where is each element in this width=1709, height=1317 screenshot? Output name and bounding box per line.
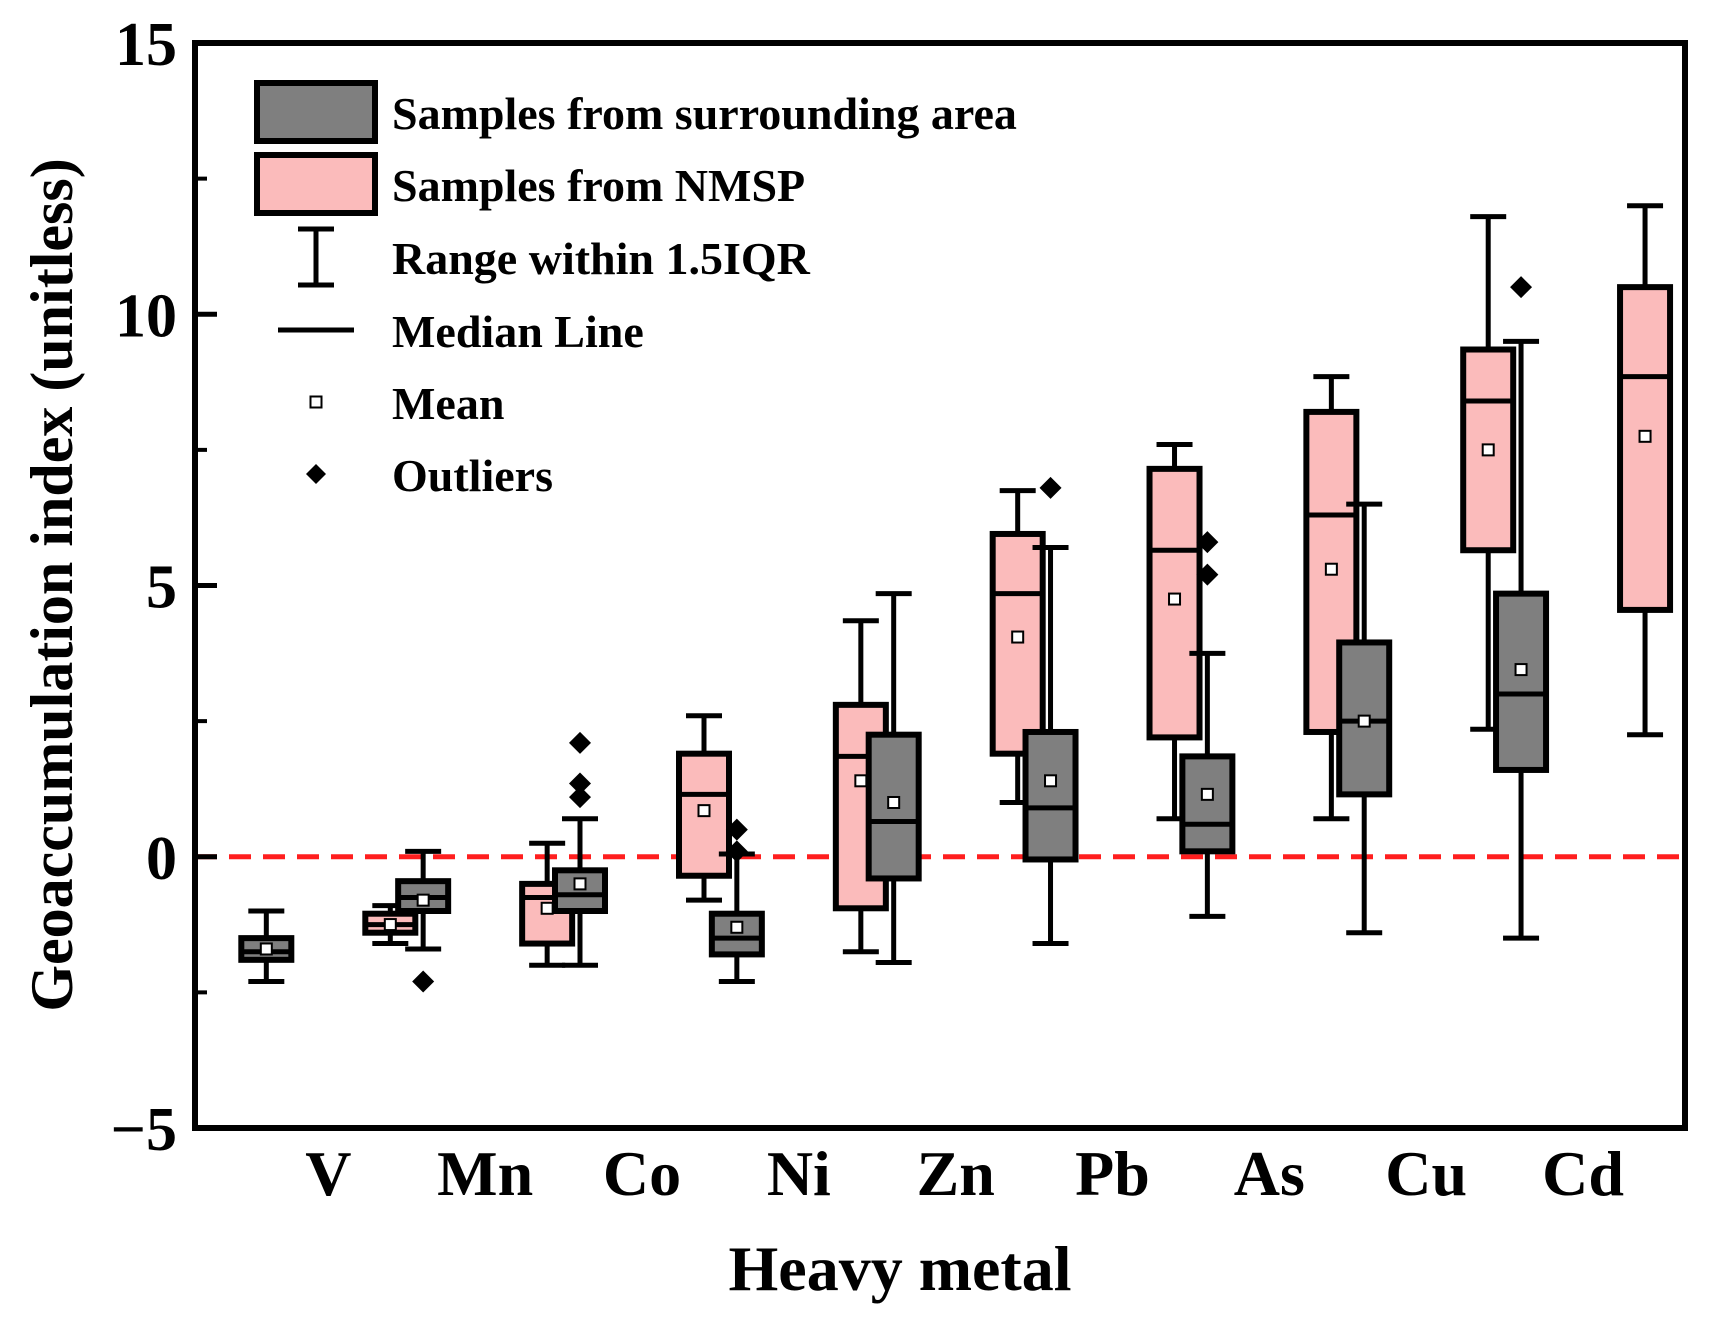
legend-entry-diamond: Outliers (306, 450, 553, 501)
legend-label: Median Line (392, 306, 644, 357)
box-surrounding-co (552, 731, 608, 968)
legend-entry-box-surrounding: Samples from surrounding area (254, 80, 1017, 144)
box-surrounding-ni (708, 818, 765, 985)
mean-marker (887, 796, 901, 809)
x-tick-label: Pb (1075, 1138, 1150, 1209)
outlier-marker (569, 772, 591, 795)
iqr-box (989, 530, 1046, 757)
iqr-box (708, 910, 765, 958)
mean-marker (1324, 562, 1338, 576)
mean-marker (1044, 774, 1058, 788)
x-axis-label: Heavy metal (729, 1233, 1072, 1304)
legend-entry-whisker: Range within 1.5IQR (298, 226, 811, 288)
box-surrounding-as (1179, 531, 1236, 919)
mean-marker (1357, 714, 1371, 728)
x-tick-label: V (305, 1138, 351, 1209)
box-nmsp-v (362, 903, 419, 947)
mean-marker (1638, 429, 1652, 443)
mean-marker (573, 877, 587, 891)
box-nmsp-pb (1146, 441, 1203, 822)
outlier-marker (569, 786, 591, 809)
legend: Samples from surrounding area Samples fro… (254, 80, 1017, 501)
mean-marker (259, 942, 273, 956)
iqr-box (1179, 753, 1236, 855)
legend-label: Range within 1.5IQR (392, 233, 811, 284)
mean-marker (697, 804, 711, 818)
box-surrounding-zn (865, 591, 922, 966)
mean-marker (730, 920, 744, 934)
box-surrounding-v (238, 908, 295, 985)
iqr-box (1617, 284, 1674, 613)
legend-label: Samples from NMSP (392, 160, 805, 211)
legend-entry-open-square: Mean (309, 378, 504, 429)
x-tick-label: Co (603, 1138, 681, 1209)
legend-label: Samples from surrounding area (392, 88, 1017, 139)
outlier-marker (725, 840, 748, 863)
y-tick-label: −5 (111, 1096, 177, 1164)
y-axis-label: Geoaccumulation index (unitless) (19, 158, 85, 1011)
y-tick-label: 5 (146, 554, 177, 622)
x-tick-label: Mn (437, 1138, 533, 1209)
mean-marker (383, 918, 397, 932)
legend-box-swatch (254, 80, 378, 144)
box-nmsp-cu (1460, 214, 1517, 732)
x-tick-label: Cu (1385, 1138, 1467, 1209)
x-tick-label: Cd (1542, 1138, 1624, 1209)
mean-marker (1168, 592, 1182, 606)
x-tick-label: Ni (767, 1138, 831, 1209)
outlier-marker (412, 970, 435, 993)
boxes-layer: V Mn Co Ni Zn Pb As Cu Cd (238, 203, 1674, 1209)
legend-label: Outliers (392, 450, 553, 501)
iqr-box (552, 867, 608, 914)
outlier-marker (1039, 476, 1062, 499)
box-surrounding-mn (395, 848, 452, 993)
x-tick-label: As (1234, 1138, 1305, 1209)
outlier-marker (569, 731, 591, 754)
y-tick-label: 0 (146, 825, 177, 893)
mean-marker (416, 893, 430, 907)
x-tick-label: Zn (917, 1138, 995, 1209)
iqr-box (1336, 639, 1393, 798)
axis-layer: −5 0 5 10 15 (111, 11, 217, 1164)
legend-entry-box-nmsp: Samples from NMSP (254, 152, 805, 216)
outlier-marker (1196, 531, 1219, 554)
legend-mean-marker (309, 395, 323, 409)
box-nmsp-zn (989, 488, 1046, 805)
mean-marker (540, 901, 554, 915)
mean-marker (1481, 443, 1495, 457)
mean-marker (1514, 663, 1528, 677)
outlier-marker (1510, 276, 1533, 299)
box-nmsp-cd (1617, 203, 1674, 738)
box-surrounding-cu (1336, 501, 1393, 936)
box-surrounding-cd (1493, 276, 1550, 941)
iqr-box (1493, 590, 1550, 773)
box-surrounding-pb (1022, 476, 1079, 947)
box-nmsp-co (676, 713, 732, 903)
y-tick-label: 10 (115, 282, 177, 350)
legend-entry-line: Median Line (278, 306, 644, 357)
mean-marker (854, 774, 868, 788)
legend-label: Mean (392, 378, 504, 429)
iqr-box (1022, 728, 1079, 863)
legend-box-swatch (254, 152, 378, 216)
mean-marker (1200, 787, 1214, 801)
mean-marker (1011, 630, 1025, 644)
y-tick-label: 15 (115, 11, 177, 79)
outlier-marker (725, 818, 748, 841)
legend-outlier-marker (306, 464, 326, 484)
outlier-marker (1196, 563, 1219, 586)
